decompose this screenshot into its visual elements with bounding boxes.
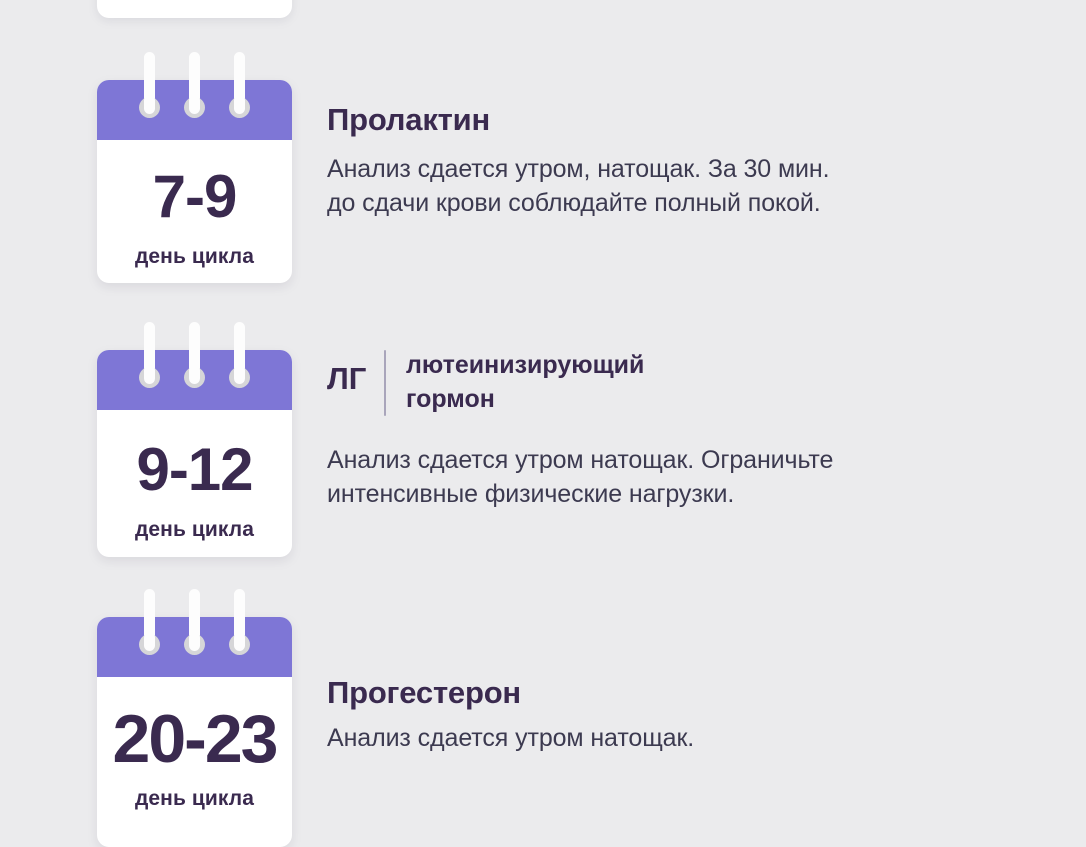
calendar-card-progesterone: 20-23 день цикла (97, 589, 292, 847)
calendar-ring-icon (229, 322, 250, 388)
calendar-header-bar (97, 52, 292, 140)
hormone-abbreviation-block: ЛГ лютеинизирующий гормон (327, 348, 1047, 416)
hormone-title: Пролактин (327, 102, 490, 137)
hormone-description-line: Анализ сдается утром натощак. (327, 723, 695, 752)
calendar-ring-icon (184, 322, 205, 388)
calendar-day-label: день цикла (134, 787, 255, 810)
hormone-description: Анализ сдается утром, натощак. За 30 мин… (327, 152, 1047, 220)
calendar-ring-icon (139, 52, 160, 118)
hormone-full-name-line: лютеинизирующий (406, 351, 645, 379)
calendar-rings-icon (97, 52, 292, 142)
hormone-text-prolactin: Пролактин Анализ сдается утром, натощак.… (327, 102, 1047, 220)
calendar-header-bar (97, 589, 292, 677)
calendar-card-lh: 9-12 день цикла (97, 322, 292, 557)
calendar-ring-icon (184, 589, 205, 655)
hormone-abbreviation: ЛГ (327, 361, 367, 396)
calendar-rings-icon (97, 589, 292, 679)
calendar-body: 9-12 день цикла (97, 410, 292, 557)
hormone-description-line: Анализ сдается утром натощак. Ограничьте (327, 446, 834, 474)
calendar-body: 20-23 день цикла (97, 677, 292, 847)
hormone-title: Прогестерон (327, 675, 521, 710)
calendar-rings-icon (97, 322, 292, 412)
calendar-day-label: день цикла (134, 245, 255, 268)
hormone-text-lh: ЛГ лютеинизирующий гормон Анализ сдается… (327, 348, 1047, 511)
calendar-card-partial-above (97, 0, 292, 18)
calendar-body: 7-9 день цикла (97, 140, 292, 283)
hormone-description-line: интенсивные физические нагрузки. (327, 480, 735, 508)
hormone-full-name: лютеинизирующий гормон (406, 348, 644, 416)
infographic-stage: 7-9 день цикла Пролактин Анализ сдается … (97, 0, 1047, 847)
calendar-day-range: 7-9 (152, 163, 238, 230)
calendar-header-bar (97, 322, 292, 410)
calendar-day-range: 20-23 (112, 701, 279, 777)
calendar-ring-icon (184, 52, 205, 118)
hormone-description-line: до сдачи крови соблюдайте полный покой. (327, 188, 821, 217)
calendar-ring-icon (229, 52, 250, 118)
calendar-day-label: день цикла (134, 518, 255, 541)
hormone-description: Анализ сдается утром натощак. Ограничьте… (327, 443, 1047, 511)
calendar-ring-icon (139, 322, 160, 388)
calendar-card-prolactin: 7-9 день цикла (97, 52, 292, 283)
hormone-description: Анализ сдается утром натощак. (327, 721, 1047, 755)
hormone-text-progesterone: Прогестерон Анализ сдается утром натощак… (327, 675, 1047, 755)
calendar-ring-icon (139, 589, 160, 655)
calendar-ring-icon (229, 589, 250, 655)
hormone-full-name-line: гормон (406, 385, 495, 413)
hormone-description-line: Анализ сдается утром, натощак. За 30 мин… (327, 154, 830, 183)
vertical-divider (384, 350, 386, 416)
calendar-day-range: 9-12 (136, 436, 253, 503)
